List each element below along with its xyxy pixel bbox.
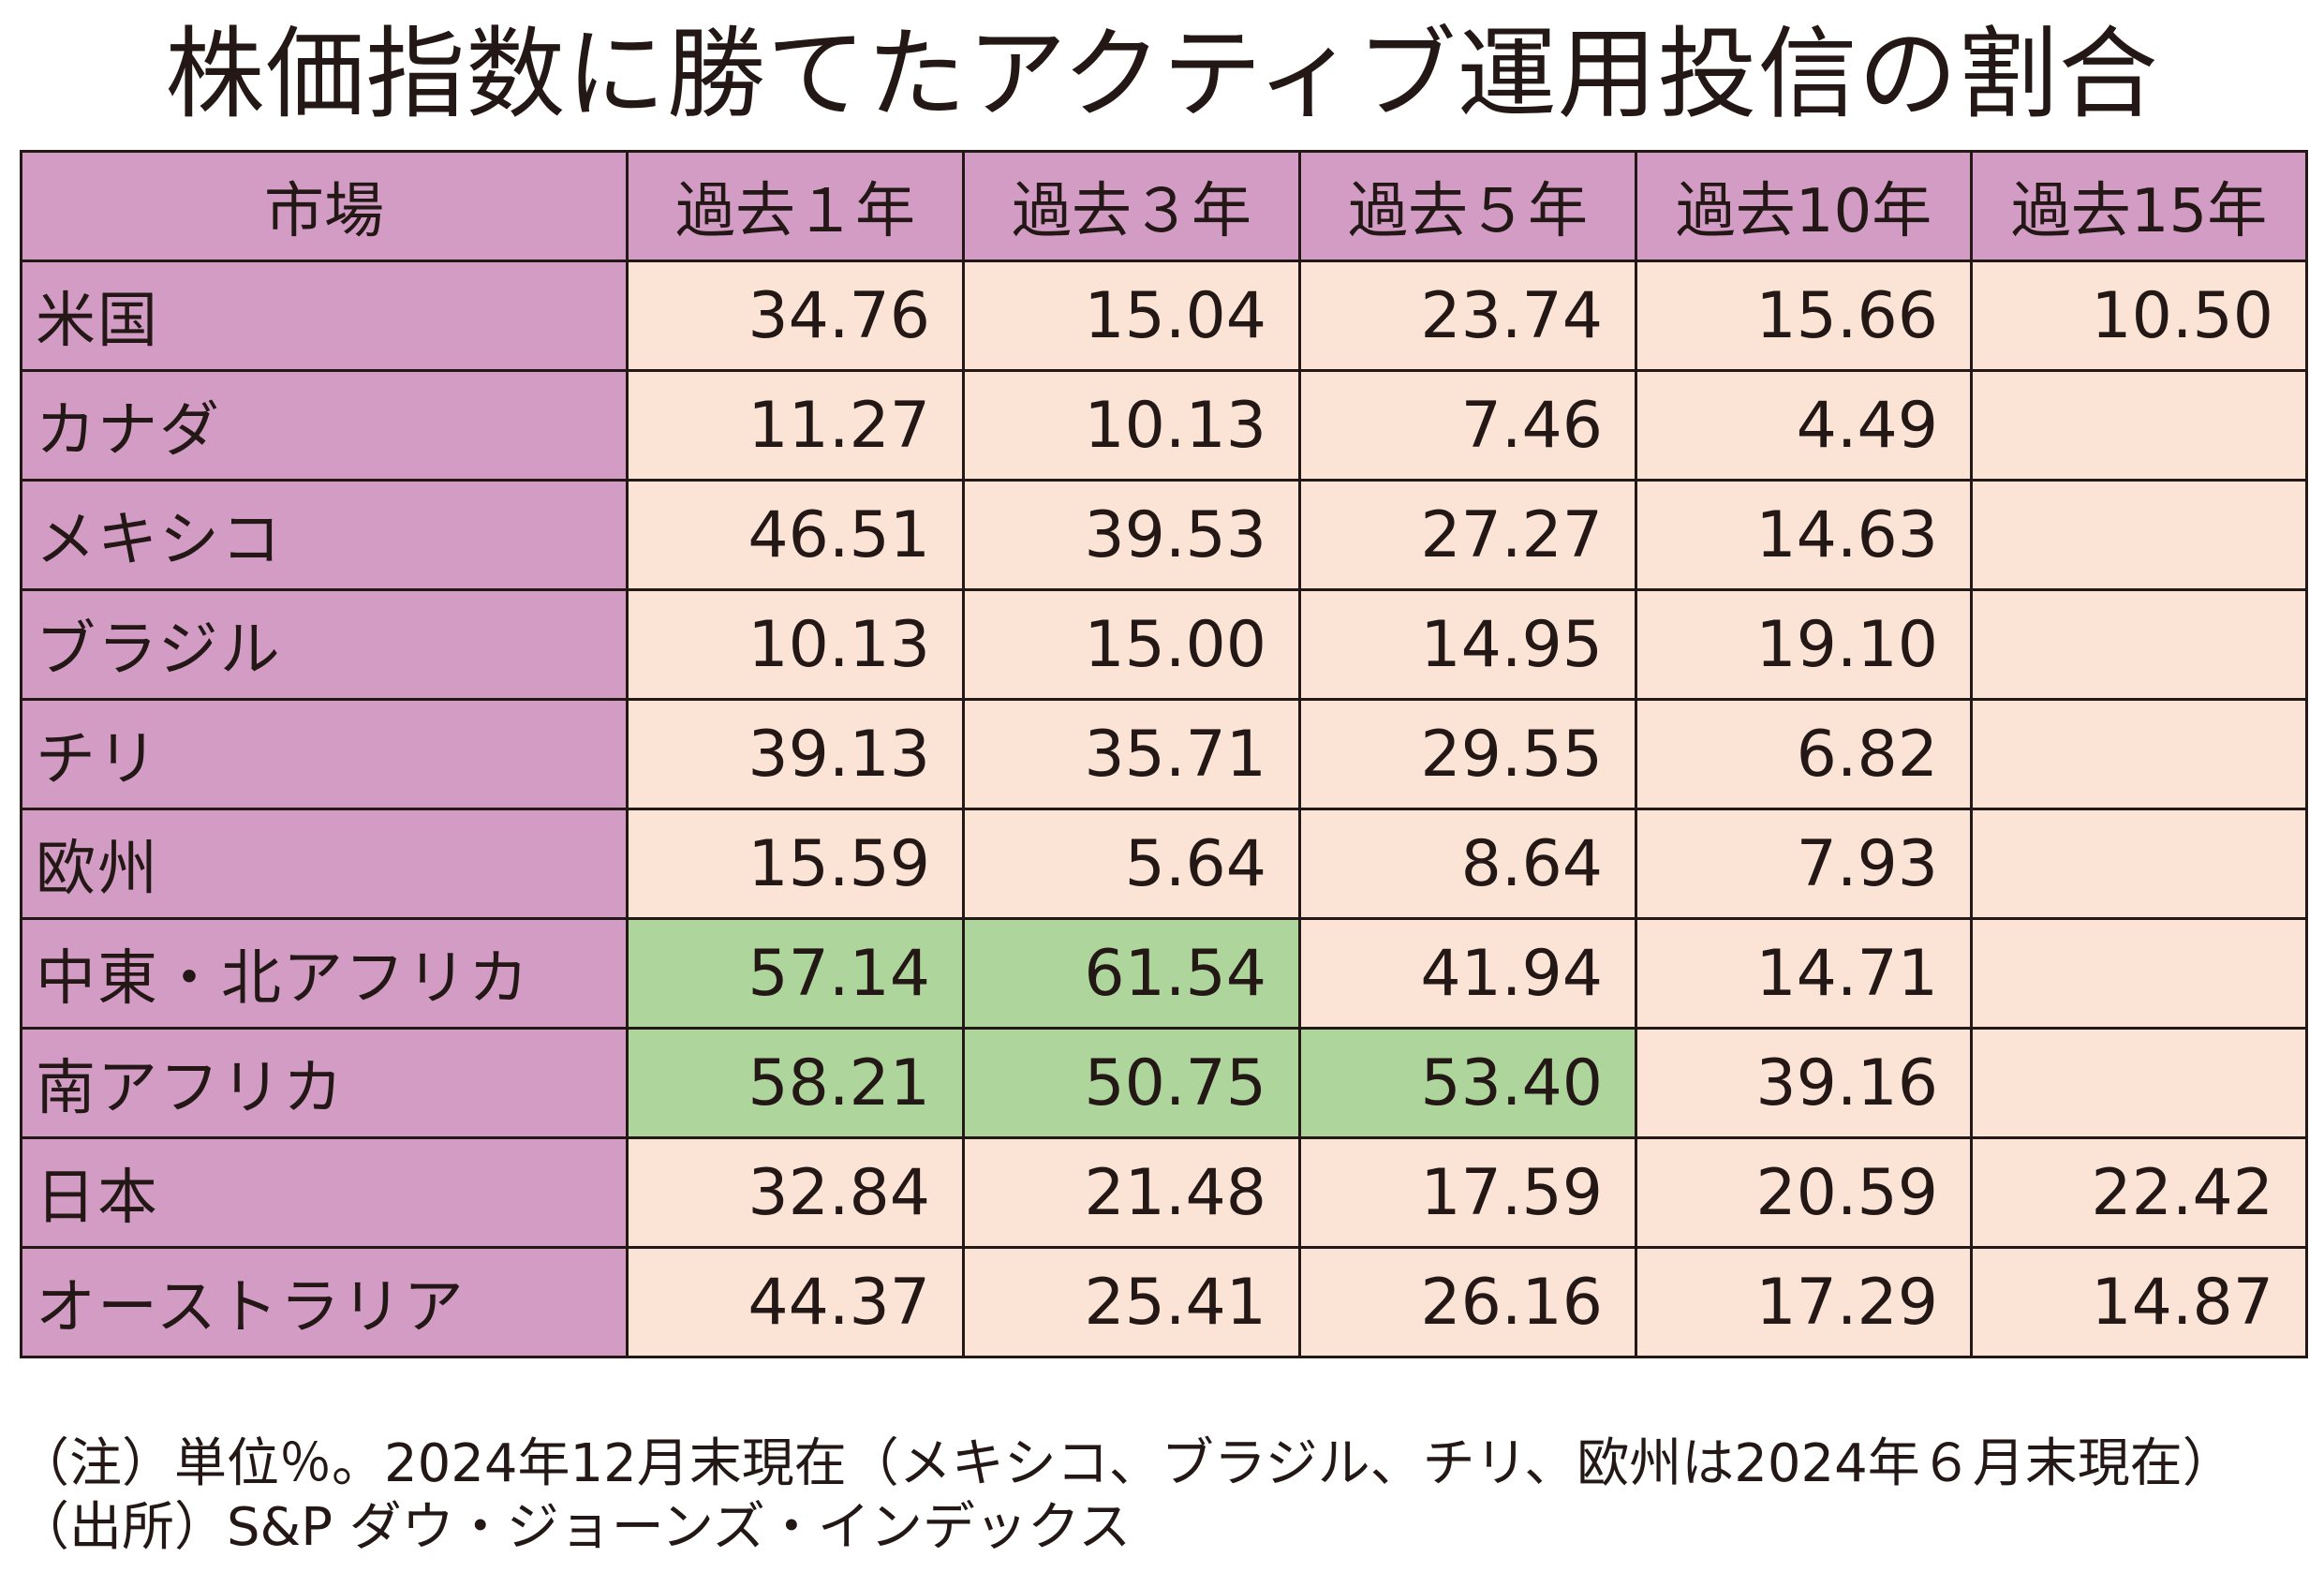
value-cell-10y: 20.59 [1635, 1136, 1973, 1249]
value-cell-15y [1970, 369, 2308, 482]
table-row: 米国 34.76 15.04 23.74 15.66 10.50 [20, 260, 2308, 372]
value-cell-5y: 53.40 [1298, 1027, 1637, 1139]
value-cell-15y [1970, 808, 2308, 920]
value-cell-10y: 14.63 [1635, 479, 1973, 591]
value-cell-1y: 32.84 [626, 1136, 965, 1249]
value-cell-15y: 22.42 [1970, 1136, 2308, 1249]
value-cell-15y [1970, 479, 2308, 591]
table-row: オーストラリア 44.37 25.41 26.16 17.29 14.87 [20, 1246, 2308, 1358]
value-cell-1y: 10.13 [626, 588, 965, 701]
market-label: 欧州 [20, 808, 629, 920]
value-cell-3y: 15.00 [962, 588, 1301, 701]
market-label: 南アフリカ [20, 1027, 629, 1139]
chart-title: 株価指数に勝てたアクティブ運用投信の割合 [165, 17, 2159, 132]
value-cell-10y: 14.71 [1635, 917, 1973, 1030]
table-body: 米国 34.76 15.04 23.74 15.66 10.50 カナダ 11.27 10.13… [20, 260, 2308, 1358]
table-row: チリ 39.13 35.71 29.55 6.82 [20, 698, 2308, 810]
value-cell-3y: 25.41 [962, 1246, 1301, 1358]
value-cell-15y [1970, 698, 2308, 810]
value-cell-5y: 23.74 [1298, 260, 1637, 372]
column-header-market: 市場 [20, 150, 629, 262]
value-cell-1y: 11.27 [626, 369, 965, 482]
column-header-15y: 過去15年 [1970, 150, 2308, 262]
footnote-source: （出所）S&P ダウ・ジョーンズ・インデックス [17, 1497, 1132, 1558]
value-cell-15y: 14.87 [1970, 1246, 2308, 1358]
value-cell-1y: 46.51 [626, 479, 965, 591]
table-row: 中東・北アフリカ 57.14 61.54 41.94 14.71 [20, 917, 2308, 1030]
value-cell-3y: 61.54 [962, 917, 1301, 1030]
value-cell-5y: 17.59 [1298, 1136, 1637, 1249]
value-cell-1y: 39.13 [626, 698, 965, 810]
value-cell-1y: 58.21 [626, 1027, 965, 1139]
value-cell-5y: 8.64 [1298, 808, 1637, 920]
market-label: 中東・北アフリカ [20, 917, 629, 1030]
table-row: 南アフリカ 58.21 50.75 53.40 39.16 [20, 1027, 2308, 1139]
market-label: メキシコ [20, 479, 629, 591]
value-cell-15y: 10.50 [1970, 260, 2308, 372]
value-cell-1y: 44.37 [626, 1246, 965, 1358]
value-cell-10y: 7.93 [1635, 808, 1973, 920]
market-label: カナダ [20, 369, 629, 482]
value-cell-3y: 15.04 [962, 260, 1301, 372]
value-cell-15y [1970, 1027, 2308, 1139]
value-cell-3y: 10.13 [962, 369, 1301, 482]
market-label: チリ [20, 698, 629, 810]
value-cell-3y: 35.71 [962, 698, 1301, 810]
value-cell-5y: 27.27 [1298, 479, 1637, 591]
value-cell-5y: 7.46 [1298, 369, 1637, 482]
data-table: 市場 過去１年 過去３年 過去５年 過去10年 過去15年 米国 34.76 15.… [20, 150, 2308, 1358]
market-label: 日本 [20, 1136, 629, 1249]
value-cell-5y: 14.95 [1298, 588, 1637, 701]
column-header-3y: 過去３年 [962, 150, 1301, 262]
value-cell-1y: 57.14 [626, 917, 965, 1030]
value-cell-3y: 50.75 [962, 1027, 1301, 1139]
header-row: 市場 過去１年 過去３年 過去５年 過去10年 過去15年 [20, 150, 2308, 262]
value-cell-5y: 26.16 [1298, 1246, 1637, 1358]
table-row: メキシコ 46.51 39.53 27.27 14.63 [20, 479, 2308, 591]
column-header-10y: 過去10年 [1635, 150, 1973, 262]
value-cell-10y: 6.82 [1635, 698, 1973, 810]
value-cell-1y: 34.76 [626, 260, 965, 372]
value-cell-15y [1970, 588, 2308, 701]
market-label: 米国 [20, 260, 629, 372]
market-label: オーストラリア [20, 1246, 629, 1358]
value-cell-5y: 41.94 [1298, 917, 1637, 1030]
footnote-unit: （注）単位％。2024年12月末現在（メキシコ、ブラジル、チリ、欧州は2024年… [17, 1433, 2235, 1494]
value-cell-10y: 39.16 [1635, 1027, 1973, 1139]
value-cell-3y: 39.53 [962, 479, 1301, 591]
value-cell-3y: 21.48 [962, 1136, 1301, 1249]
value-cell-10y: 19.10 [1635, 588, 1973, 701]
column-header-1y: 過去１年 [626, 150, 965, 262]
value-cell-10y: 4.49 [1635, 369, 1973, 482]
value-cell-10y: 15.66 [1635, 260, 1973, 372]
value-cell-15y [1970, 917, 2308, 1030]
column-header-5y: 過去５年 [1298, 150, 1637, 262]
table-row: ブラジル 10.13 15.00 14.95 19.10 [20, 588, 2308, 701]
market-label: ブラジル [20, 588, 629, 701]
value-cell-10y: 17.29 [1635, 1246, 1973, 1358]
table-row: 日本 32.84 21.48 17.59 20.59 22.42 [20, 1136, 2308, 1249]
table-row: 欧州 15.59 5.64 8.64 7.93 [20, 808, 2308, 920]
table-row: カナダ 11.27 10.13 7.46 4.49 [20, 369, 2308, 482]
value-cell-3y: 5.64 [962, 808, 1301, 920]
value-cell-1y: 15.59 [626, 808, 965, 920]
value-cell-5y: 29.55 [1298, 698, 1637, 810]
